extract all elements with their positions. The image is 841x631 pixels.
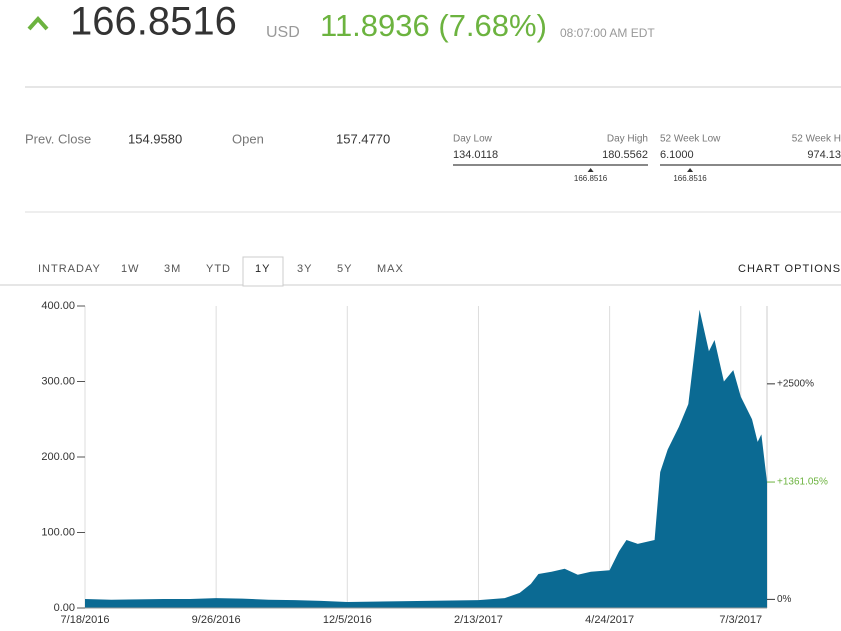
y2-tick-label: +2500% bbox=[777, 378, 814, 389]
tab[interactable]: 1Y bbox=[255, 263, 270, 275]
range-label: 52 Week Low bbox=[660, 134, 721, 145]
y-tick-label: 400.00 bbox=[41, 300, 75, 312]
y2-tick-label: 0% bbox=[777, 594, 792, 605]
up-arrow bbox=[27, 16, 49, 31]
change: 11.8936 (7.68%) bbox=[320, 8, 547, 43]
x-tick-label: 9/26/2016 bbox=[192, 614, 241, 626]
tab-selected-box bbox=[242, 256, 284, 287]
x-tick-label: 4/24/2017 bbox=[585, 614, 634, 626]
currency: USD bbox=[266, 24, 300, 41]
y-tick-label: 200.00 bbox=[41, 451, 75, 463]
stat-value: 157.4770 bbox=[336, 131, 390, 146]
range-label: Day High bbox=[607, 134, 648, 145]
stat-label: Prev. Close bbox=[25, 131, 91, 146]
y-tick-label: 0.00 bbox=[54, 602, 75, 614]
range-marker bbox=[687, 168, 694, 172]
x-tick-label: 2/13/2017 bbox=[454, 614, 503, 626]
area bbox=[85, 309, 767, 608]
range-label: Day Low bbox=[453, 134, 493, 145]
range-label: 52 Week H bbox=[792, 134, 841, 145]
range-value: 6.1000 bbox=[660, 149, 694, 161]
x-tick-label: 7/18/2016 bbox=[61, 614, 110, 626]
tab[interactable]: 5Y bbox=[337, 263, 352, 275]
range-current: 166.8516 bbox=[673, 174, 707, 183]
tab[interactable]: 3Y bbox=[297, 263, 312, 275]
chart-options[interactable]: CHART OPTIONS bbox=[738, 263, 841, 275]
tab[interactable]: 3M bbox=[164, 263, 181, 275]
range-current: 166.8516 bbox=[574, 174, 608, 183]
tab[interactable]: YTD bbox=[206, 263, 231, 275]
range-value: 134.0118 bbox=[453, 149, 498, 161]
range-value: 180.5562 bbox=[602, 149, 648, 161]
x-tick-label: 12/5/2016 bbox=[323, 614, 372, 626]
stat-label: Open bbox=[232, 131, 264, 146]
time: 08:07:00 AM EDT bbox=[560, 26, 655, 40]
price: 166.8516 bbox=[70, 0, 237, 44]
tab[interactable]: 1W bbox=[121, 263, 140, 275]
y-tick-label: 300.00 bbox=[41, 375, 75, 387]
stat-value: 154.9580 bbox=[128, 131, 182, 146]
range-marker bbox=[587, 168, 594, 172]
y-tick-label: 100.00 bbox=[41, 526, 75, 538]
x-tick-label: 7/3/2017 bbox=[719, 614, 762, 626]
tab[interactable]: INTRADAY bbox=[38, 263, 101, 275]
y2-tick-label: +1361.05% bbox=[777, 477, 828, 488]
range-value: 974.13 bbox=[807, 149, 841, 161]
tab[interactable]: MAX bbox=[377, 263, 404, 275]
